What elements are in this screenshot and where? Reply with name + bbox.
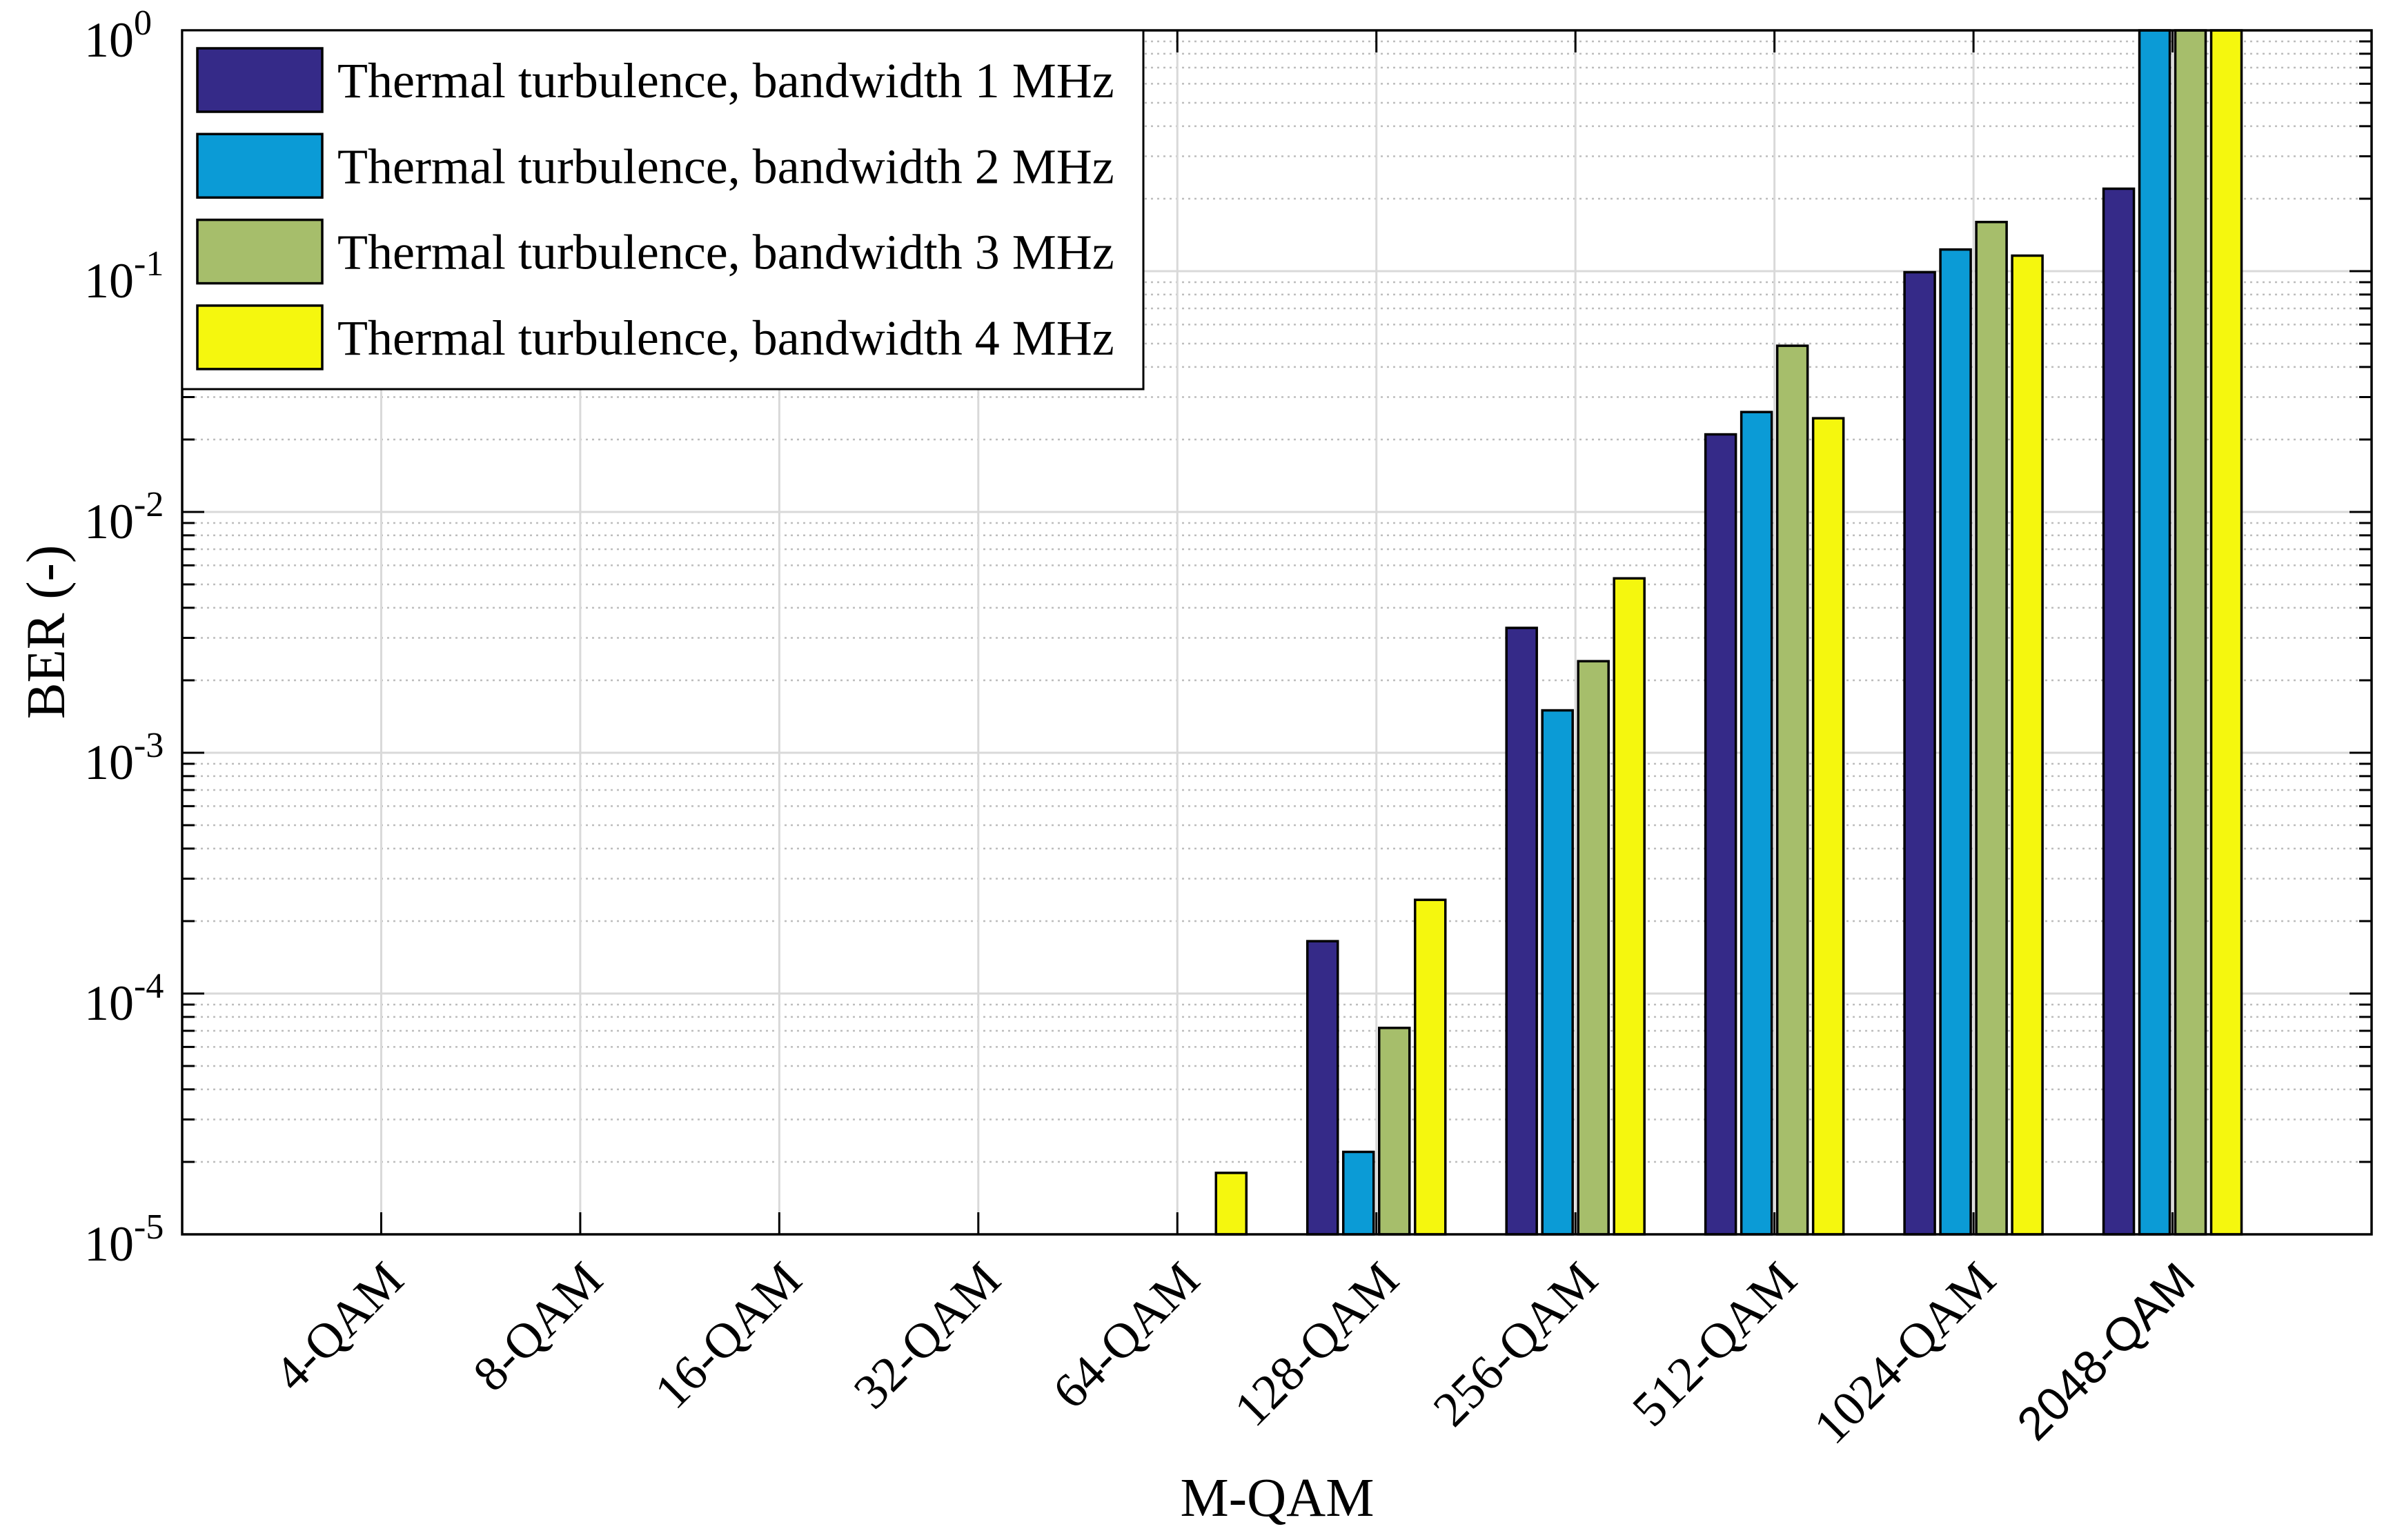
bar-512-qam-series-3 [1775, 344, 1809, 1236]
y-tick-label-base: 10 [84, 1216, 134, 1272]
legend-swatch [196, 218, 324, 285]
legend-label: Thermal turbulence, bandwidth 3 MHz [337, 225, 1114, 280]
legend-entry-4: Thermal turbulence, bandwidth 4 MHz [196, 304, 1114, 371]
bar-1024-qam-series-2 [1939, 248, 1972, 1236]
y-tick-label: 100 [84, 3, 152, 68]
x-tick-label: 1024-QAM [1803, 1252, 2006, 1454]
bar-2048-qam-series-2 [2138, 29, 2171, 1236]
y-tick-label: 10-5 [84, 1207, 164, 1272]
x-tick-label: 8-QAM [462, 1252, 613, 1402]
y-tick-label-exponent: -2 [134, 485, 164, 524]
bar-512-qam-series-1 [1704, 433, 1737, 1236]
legend-entry-1: Thermal turbulence, bandwidth 1 MHz [196, 47, 1114, 113]
x-tick-label: 256-QAM [1423, 1252, 1608, 1437]
axes-box [181, 29, 2373, 1236]
bar-1024-qam-series-1 [1903, 270, 1936, 1236]
y-tick-label: 10-1 [84, 244, 164, 308]
bar-2048-qam-series-4 [2209, 29, 2243, 1236]
y-tick-label-exponent: -4 [134, 967, 164, 1006]
bar-128-qam-series-4 [1413, 898, 1447, 1236]
legend: Thermal turbulence, bandwidth 1 MHz Therm… [181, 29, 1145, 391]
bar-1024-qam-series-3 [1975, 221, 2008, 1236]
y-tick-label: 10-3 [84, 726, 164, 790]
legend-swatch [196, 132, 324, 199]
x-axis-label: M-QAM [1181, 1468, 1375, 1528]
bar-128-qam-series-1 [1306, 940, 1339, 1236]
legend-swatch [196, 304, 324, 371]
y-axis-label: BER (-) [17, 545, 77, 719]
x-tick-label: 128-QAM [1223, 1252, 1409, 1437]
x-tick-label: 2048-QAM [2007, 1253, 2205, 1450]
y-tick-label-base: 10 [84, 253, 134, 308]
bar-512-qam-series-4 [1811, 417, 1845, 1236]
bar-256-qam-series-4 [1613, 577, 1646, 1236]
bar-256-qam-series-3 [1577, 660, 1610, 1236]
legend-box [181, 29, 1145, 391]
y-tick-label-exponent: 0 [134, 3, 152, 43]
y-tick-label-base: 10 [84, 494, 134, 549]
y-tick-label: 10-4 [84, 967, 164, 1031]
x-tick-label: 32-QAM [843, 1252, 1011, 1419]
legend-label: Thermal turbulence, bandwidth 2 MHz [337, 139, 1114, 194]
bar-128-qam-series-3 [1377, 1027, 1411, 1236]
bar-1024-qam-series-4 [2011, 254, 2044, 1236]
legend-entry-3: Thermal turbulence, bandwidth 3 MHz [196, 218, 1114, 285]
legend-entry-2: Thermal turbulence, bandwidth 2 MHz [196, 132, 1114, 199]
legend-label: Thermal turbulence, bandwidth 1 MHz [337, 53, 1114, 108]
y-tick-label-exponent: -3 [134, 726, 164, 765]
x-tick-label: 16-QAM [644, 1252, 811, 1419]
y-tick-label-base: 10 [84, 735, 134, 790]
bar-2048-qam-series-1 [2102, 187, 2136, 1236]
legend-swatch [196, 47, 324, 113]
bar-512-qam-series-2 [1740, 411, 1773, 1236]
y-tick-label-base: 10 [84, 12, 134, 68]
bar-2048-qam-series-3 [2174, 29, 2207, 1236]
x-tick-label: 64-QAM [1042, 1252, 1210, 1419]
x-tick-label: 4-QAM [264, 1252, 414, 1402]
y-tick-label-base: 10 [84, 976, 134, 1031]
bar-64-qam-series-4 [1214, 1172, 1248, 1236]
bar-256-qam-series-2 [1541, 709, 1574, 1236]
bar-128-qam-series-2 [1341, 1150, 1375, 1236]
x-tick-label: 512-QAM [1622, 1252, 1807, 1437]
y-tick-label: 10-2 [84, 485, 164, 549]
legend-label: Thermal turbulence, bandwidth 4 MHz [337, 310, 1114, 366]
bar-256-qam-series-1 [1505, 626, 1538, 1236]
y-tick-label-exponent: -1 [134, 244, 164, 284]
y-tick-label-exponent: -5 [134, 1207, 164, 1247]
